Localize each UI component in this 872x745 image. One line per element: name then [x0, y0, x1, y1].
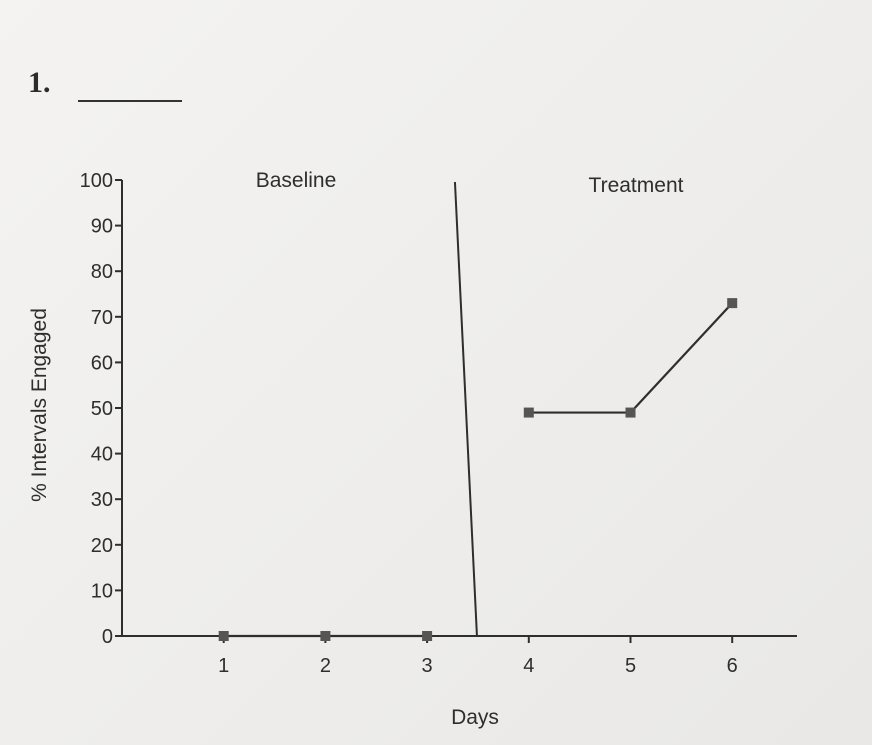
y-tick-label: 20 [91, 535, 113, 557]
chart-axes [121, 180, 797, 637]
y-tick-label: 30 [91, 489, 113, 511]
y-tick-label: 40 [91, 444, 113, 466]
x-tick-label: 5 [625, 655, 636, 677]
x-tick-label: 6 [727, 655, 738, 677]
y-tick-label: 10 [91, 580, 113, 602]
y-tick-label: 100 [80, 170, 113, 192]
treatment-data-point [523, 407, 534, 418]
treatment-data-point [727, 298, 738, 309]
y-tick-label: 70 [91, 307, 113, 329]
x-tick-label: 3 [422, 655, 433, 677]
x-tick-label: 2 [320, 655, 331, 677]
y-tick-label: 90 [91, 216, 113, 238]
x-tick-label: 4 [523, 655, 534, 677]
y-axis-title: % Intervals Engaged [28, 308, 51, 502]
chart-series [218, 298, 738, 641]
baseline-data-point [422, 631, 433, 641]
baseline-data-point [218, 631, 229, 641]
chart-ticks: 0 10 20 30 40 50 60 70 80 90 100 1 2 3 4 5 6 [80, 170, 738, 677]
baseline-data-point [320, 631, 331, 641]
treatment-data-point [625, 407, 636, 418]
treatment-series-line [528, 302, 734, 414]
y-tick-label: 0 [102, 626, 113, 648]
answer-blank-line [78, 100, 182, 102]
phase-label-baseline: Baseline [256, 169, 337, 192]
y-tick-label: 50 [91, 398, 113, 420]
chart-labels: Baseline Treatment Days % Intervals Enga… [28, 169, 684, 729]
problem-number: 1. [28, 66, 51, 99]
x-tick-label: 1 [218, 655, 229, 677]
y-tick-label: 80 [91, 261, 113, 283]
phase-change-line [453, 181, 478, 637]
phase-change-layer [453, 181, 478, 637]
y-tick-label: 60 [91, 352, 113, 374]
x-axis-title: Days [451, 706, 499, 729]
phase-label-treatment: Treatment [589, 174, 684, 197]
